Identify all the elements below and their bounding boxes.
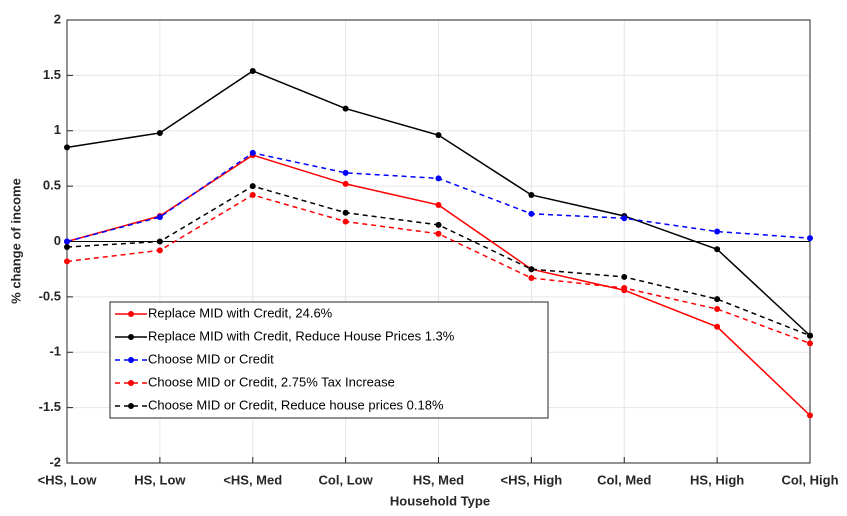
legend-text: Replace MID with Credit, 24.6% [148, 305, 333, 320]
legend-text: Choose MID or Credit, 2.75% Tax Increase [148, 374, 395, 389]
legend-marker [128, 334, 134, 340]
y-tick-label: 1.5 [43, 67, 61, 82]
x-tick-label: <HS, Med [223, 472, 282, 487]
x-tick-label: HS, Med [413, 472, 464, 487]
data-point [621, 273, 628, 280]
data-point [807, 332, 813, 339]
x-axis-label: Household Type [390, 493, 490, 508]
x-tick-label: HS, Low [134, 472, 186, 487]
legend-text: Replace MID with Credit, Reduce House Pr… [148, 328, 455, 343]
data-point [714, 306, 721, 313]
data-point [64, 244, 70, 251]
data-point [342, 209, 349, 216]
y-tick-label: -1.5 [39, 399, 61, 414]
legend-marker [128, 380, 134, 386]
data-point [435, 230, 442, 237]
data-point [807, 235, 813, 242]
y-tick-label: 2 [54, 11, 61, 26]
data-point [156, 247, 163, 254]
data-point [528, 191, 535, 198]
x-tick-label: Col, High [781, 472, 838, 487]
data-point [807, 412, 813, 419]
legend-text: Choose MID or Credit, Reduce house price… [148, 397, 444, 412]
legend-marker [128, 357, 134, 363]
y-tick-label: 1 [54, 122, 61, 137]
data-point [64, 144, 70, 151]
data-point [249, 191, 256, 198]
data-point [435, 201, 442, 208]
data-point [435, 221, 442, 228]
data-point [342, 180, 349, 187]
y-tick-label: -0.5 [39, 288, 61, 303]
data-point [528, 275, 535, 282]
data-point [249, 149, 256, 156]
data-point [528, 210, 535, 217]
x-tick-label: HS, High [690, 472, 744, 487]
data-point [249, 183, 256, 190]
y-tick-label: -2 [49, 454, 61, 469]
legend-marker [128, 311, 134, 317]
data-point [156, 129, 163, 136]
x-tick-label: <HS, High [500, 472, 562, 487]
data-point [621, 215, 628, 222]
data-point [621, 285, 628, 292]
y-tick-label: 0.5 [43, 178, 61, 193]
data-point [714, 246, 721, 253]
data-point [342, 218, 349, 225]
data-point [249, 67, 256, 74]
x-tick-label: Col, Low [319, 472, 374, 487]
x-tick-label: <HS, Low [38, 472, 98, 487]
data-point [156, 214, 163, 221]
data-point [342, 105, 349, 112]
data-point [435, 132, 442, 139]
data-point [714, 296, 721, 303]
data-point [807, 340, 813, 347]
y-axis-label: % change of income [8, 178, 23, 304]
legend-box [109, 301, 549, 419]
data-point [714, 228, 721, 235]
x-tick-label: Col, Med [597, 472, 651, 487]
legend-text: Choose MID or Credit [148, 351, 274, 366]
data-point [342, 169, 349, 176]
data-point [714, 323, 721, 330]
data-point [528, 266, 535, 273]
legend-marker [128, 403, 134, 409]
data-point [435, 175, 442, 182]
data-point [64, 238, 70, 245]
y-tick-label: 0 [54, 233, 61, 248]
data-point [156, 238, 163, 245]
y-tick-label: -1 [49, 344, 61, 359]
data-point [64, 258, 70, 265]
